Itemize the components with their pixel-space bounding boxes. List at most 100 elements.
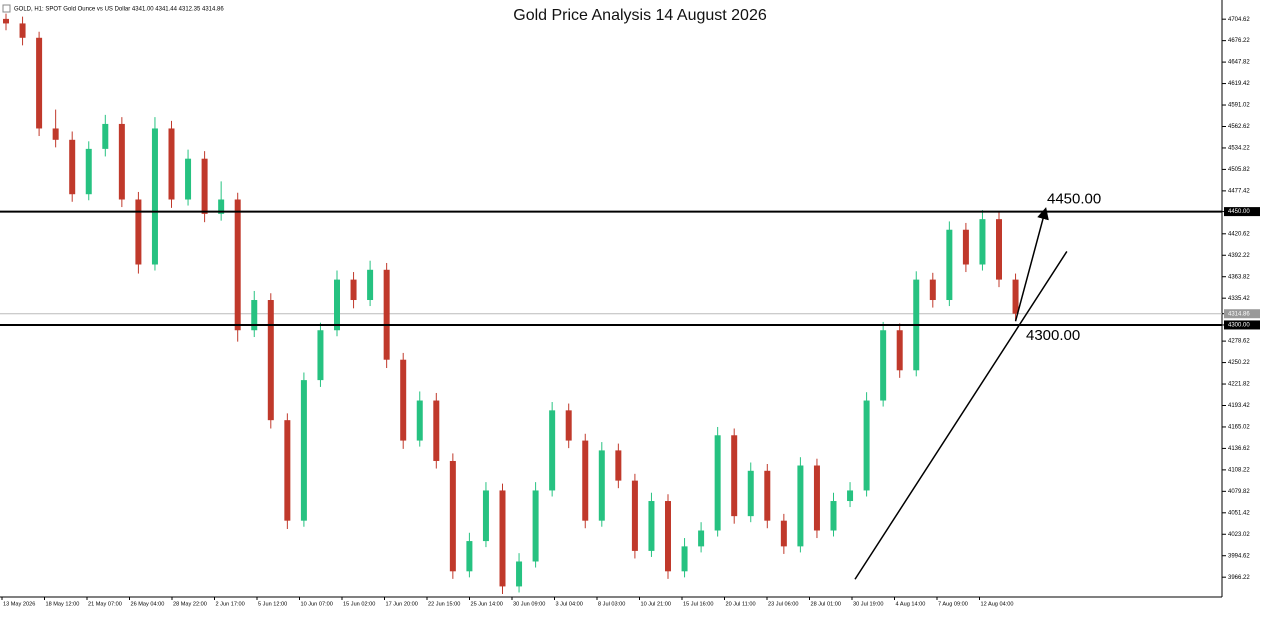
candle-body: [334, 279, 340, 331]
candle-body: [69, 139, 76, 195]
candle-body: [85, 148, 92, 195]
candle-body: [847, 490, 854, 502]
y-tick-label: 4314.86: [1228, 311, 1250, 317]
candle-body: [466, 541, 473, 572]
x-tick-label: 2 Jun 17:00: [216, 601, 245, 607]
y-tick-label: 4562.62: [1228, 124, 1250, 130]
x-tick-label: 15 Jul 16:00: [683, 601, 713, 607]
candle-body: [780, 520, 787, 547]
candle-body: [234, 199, 241, 331]
y-tick-label: 4165.02: [1228, 425, 1250, 431]
x-tick-label: 30 Jul 19:00: [853, 601, 883, 607]
trendline: [854, 251, 1068, 580]
candle-body: [797, 465, 804, 547]
candle-body: [962, 229, 969, 265]
candle-body: [218, 199, 225, 214]
candle-body: [317, 330, 324, 381]
y-tick-label: 4079.82: [1228, 489, 1250, 495]
candle-body: [499, 490, 506, 587]
candle-body: [19, 23, 26, 38]
y-tick-label: 4023.02: [1228, 532, 1250, 538]
candle-body: [400, 359, 407, 441]
x-tick-label: 17 Jun 20:00: [386, 601, 418, 607]
y-tick-label: 4278.62: [1228, 339, 1250, 345]
y-tick-label: 4300.00: [1228, 323, 1250, 329]
y-tick-label: 4335.42: [1228, 296, 1250, 302]
chart-title: Gold Price Analysis 14 August 2026: [513, 7, 767, 24]
x-tick-label: 21 May 07:00: [88, 601, 122, 607]
x-tick-label: 28 Jul 01:00: [811, 601, 841, 607]
candle-body: [598, 450, 605, 521]
candle-body: [764, 470, 771, 521]
candle-body: [996, 219, 1002, 280]
candle-body: [532, 490, 539, 562]
candle-body: [251, 300, 258, 331]
y-tick-label: 4420.62: [1228, 231, 1250, 237]
candle-body: [516, 561, 523, 587]
y-tick-highlight: [1224, 320, 1260, 330]
x-tick-label: 8 Jul 03:00: [598, 601, 625, 607]
y-tick-label: 3994.62: [1228, 553, 1250, 559]
candle-body: [168, 128, 175, 200]
x-tick-label: 23 Jul 06:00: [768, 601, 798, 607]
x-tick-label: 18 May 12:00: [46, 601, 80, 607]
candle-body: [946, 229, 953, 301]
candle-body: [665, 501, 671, 572]
candle-body: [565, 410, 572, 441]
candle-body: [52, 128, 59, 140]
candle-body: [582, 440, 589, 521]
candle-body: [631, 480, 638, 551]
candle-body: [549, 410, 556, 491]
candle-body: [714, 435, 721, 531]
candle-body: [267, 300, 274, 421]
y-tick-label: 4108.22: [1228, 467, 1250, 473]
candle-body: [863, 400, 870, 491]
x-tick-label: 12 Aug 04:00: [981, 601, 1014, 607]
chart-header: GOLD, H1: SPOT Gold Ounce vs US Dollar 4…: [14, 7, 224, 13]
y-tick-label: 3966.22: [1228, 575, 1250, 581]
candle-body: [615, 450, 622, 481]
y-tick-label: 4534.22: [1228, 146, 1250, 152]
candle-body: [681, 546, 688, 572]
y-tick-label: 4591.02: [1228, 103, 1250, 109]
level-label: 4450.00: [1047, 191, 1101, 208]
candle-body: [880, 330, 887, 401]
candle-body: [350, 279, 357, 301]
candle-body: [449, 460, 456, 572]
candle-body: [929, 279, 936, 301]
candle-body: [151, 128, 158, 265]
candle-body: [830, 501, 837, 531]
x-tick-label: 26 May 04:00: [131, 601, 165, 607]
candle-body: [3, 18, 9, 24]
y-tick-label: 4392.22: [1228, 253, 1250, 259]
candle-body: [416, 400, 423, 441]
x-tick-label: 30 Jun 09:00: [513, 601, 545, 607]
candle-body: [367, 269, 374, 301]
x-tick-label: 20 Jul 11:00: [726, 601, 756, 607]
candle-body: [36, 37, 43, 129]
x-tick-label: 28 May 22:00: [173, 601, 207, 607]
level-label: 4300.00: [1026, 327, 1080, 344]
y-tick-label: 4647.82: [1228, 60, 1250, 66]
y-tick-label: 4051.42: [1228, 510, 1250, 516]
candle-body: [102, 123, 109, 149]
candle-body: [135, 199, 142, 265]
x-tick-label: 5 Jun 12:00: [258, 601, 287, 607]
y-tick-highlight: [1224, 207, 1260, 217]
candle-body: [1012, 279, 1019, 314]
candle-body: [813, 465, 820, 531]
y-tick-label: 4704.62: [1228, 17, 1250, 23]
x-tick-label: 10 Jun 07:00: [301, 601, 333, 607]
y-tick-label: 4221.82: [1228, 382, 1250, 388]
x-tick-label: 4 Aug 14:00: [896, 601, 926, 607]
x-tick-label: 15 Jun 02:00: [343, 601, 375, 607]
y-tick-label: 4363.82: [1228, 274, 1250, 280]
candle-body: [648, 501, 655, 551]
x-tick-label: 10 Jul 21:00: [641, 601, 671, 607]
candle-body: [201, 158, 208, 214]
candle-body: [698, 530, 705, 547]
candle-body: [979, 219, 986, 265]
